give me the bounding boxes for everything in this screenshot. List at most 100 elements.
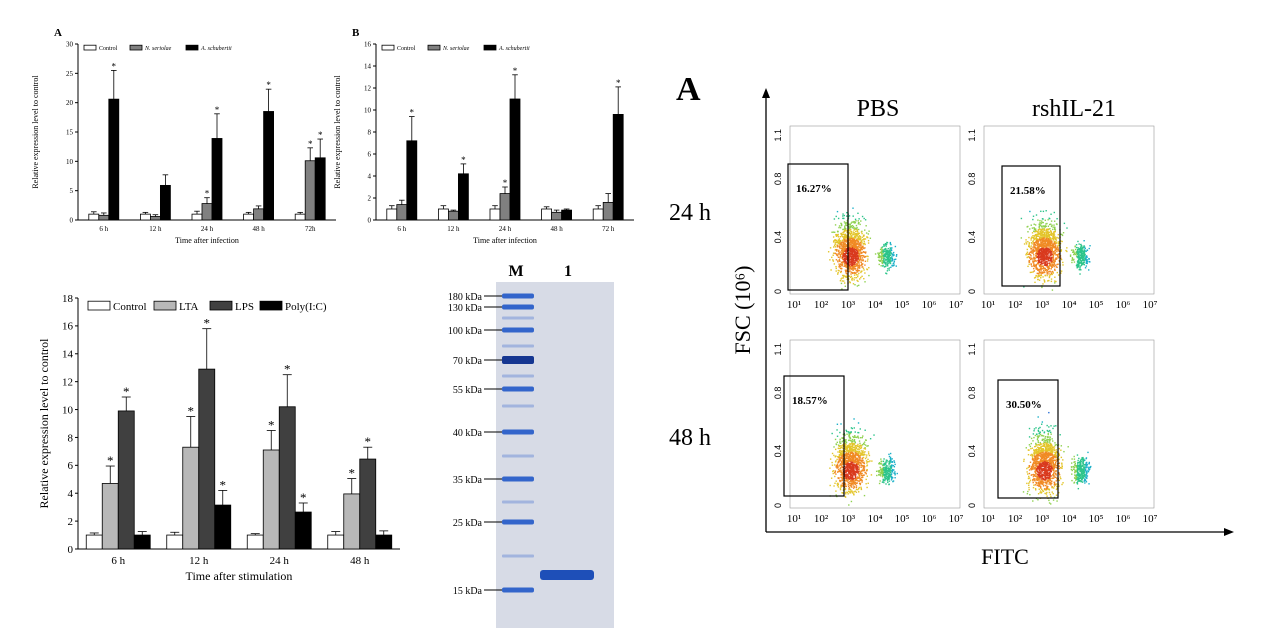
flow-event-point [845,229,847,231]
flow-event-point [1080,255,1083,258]
flow-event-point [1046,265,1048,268]
flow-event-point [884,471,886,474]
flow-event-point [1047,242,1049,244]
flow-event-point [1051,260,1053,262]
flow-event-point [1083,255,1086,257]
flow-event-point [846,460,849,463]
flow-event-point [1040,273,1042,275]
chartA-y-tick-label: 30 [66,40,74,48]
flow-event-point [1058,454,1061,456]
flow-event-point [855,473,857,475]
flow-event-point [1034,228,1037,230]
flow-event-point [1041,244,1044,247]
flow-event-point [883,261,885,264]
flow-event-point [841,460,844,462]
chartC-x-axis-label: Time after stimulation [186,569,293,583]
flow-event-point [853,463,855,465]
flow-event-point [1047,258,1049,261]
flow-event-point [891,468,894,471]
flow-event-point [1054,249,1056,252]
flow-event-point [1039,274,1042,277]
flow-event-point [849,469,851,472]
flow-event-point [1070,249,1073,251]
flow-event-point [842,466,844,469]
flow-event-point [854,480,856,482]
flow-event-point [1055,239,1058,241]
flow-event-point [1032,258,1034,260]
flow-event-point [854,268,857,270]
flow-event-point [1050,246,1053,249]
flow-event-point [1054,241,1057,243]
flow-event-point [853,478,855,480]
flow-event-point [1053,238,1055,240]
flow-event-point [877,256,879,259]
flow-event-point [1072,251,1074,253]
flow-event-point [1052,254,1055,256]
flow-y-tick-label: 0 [967,503,977,508]
flow-event-point [837,260,839,262]
flow-event-point [1039,228,1041,230]
flow-event-point [1073,455,1075,458]
flow-event-point [848,458,850,460]
flow-event-point [1047,271,1050,273]
flow-event-point [844,434,846,436]
chartA-significance-mark: * [266,80,271,90]
flow-event-point [856,238,859,240]
flow-x-tick-label: 10¹ [787,513,801,525]
flow-event-point [839,487,842,489]
flow-event-point [1049,249,1051,251]
flow-event-point [1071,259,1073,262]
flow-event-point [881,472,884,475]
flow-event-point [1052,236,1055,238]
flow-event-point [1054,280,1056,282]
flow-event-point [1076,263,1078,265]
flow-event-point [864,471,866,474]
flow-event-point [852,243,855,245]
flow-event-point [1031,236,1033,238]
flow-event-point [856,450,858,453]
flow-event-point [888,257,890,260]
flow-event-point [839,255,842,258]
flow-event-point [858,252,860,255]
flow-event-point [886,478,889,481]
flow-event-point [849,253,851,255]
flow-event-point [1032,271,1034,273]
flow-event-point [842,246,844,248]
flow-y-tick-label: 0.4 [967,445,977,458]
flow-event-point [850,248,852,250]
flow-event-point [891,247,893,249]
flow-event-point [839,451,841,453]
flow-event-point [1028,466,1031,468]
flow-event-point [1088,260,1091,263]
flow-event-point [852,225,855,228]
flow-event-point [881,474,884,476]
flow-event-point [1081,248,1084,250]
flow-event-point [850,469,852,471]
flow-event-point [837,460,840,463]
flow-event-point [841,473,844,475]
flow-event-point [1032,260,1034,262]
chartC-bar [327,534,345,550]
flow-event-point [1055,242,1058,244]
flow-event-point [839,242,841,244]
flow-event-point [1035,268,1038,270]
flow-event-point [1042,268,1044,270]
chartA-legend-label: N. seriolae [144,46,172,52]
flow-event-point [853,229,855,231]
flow-event-point [1054,461,1057,464]
flow-event-point [839,488,842,491]
flow-event-point [1035,255,1037,257]
flow-event-point [842,239,845,241]
flow-event-point [852,262,855,264]
flow-event-point [894,471,896,473]
flow-event-point [887,476,889,479]
flow-event-point [1047,280,1049,282]
flow-event-point [1058,241,1060,243]
flow-event-point [848,244,850,246]
flow-plot-area [983,339,1155,509]
flow-event-point [860,247,863,249]
flow-event-point [1037,238,1039,241]
flow-event-point [885,466,888,469]
flow-event-point [1042,221,1044,224]
flow-event-point [1080,250,1082,252]
